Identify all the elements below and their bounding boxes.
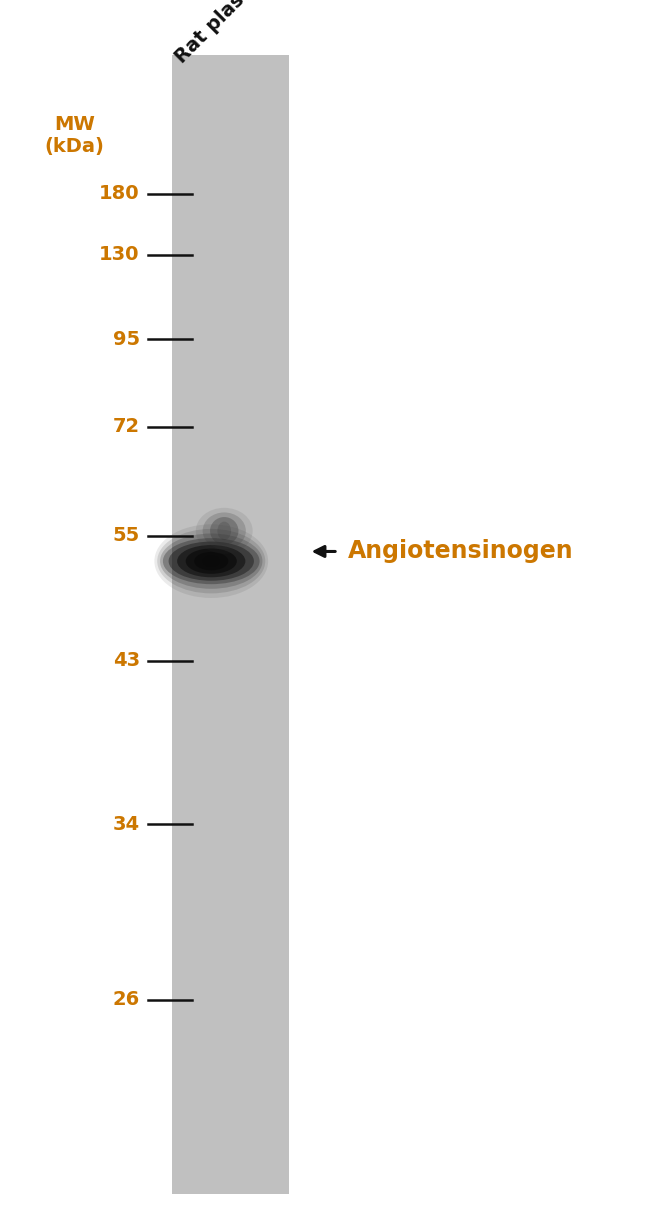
Text: Rat plasma: Rat plasma (172, 0, 272, 67)
Text: 34: 34 (112, 814, 140, 834)
Ellipse shape (203, 513, 246, 549)
Ellipse shape (163, 538, 259, 584)
Text: 72: 72 (112, 417, 140, 436)
Text: 55: 55 (112, 526, 140, 545)
Ellipse shape (203, 555, 220, 567)
Text: 43: 43 (112, 651, 140, 670)
Ellipse shape (217, 521, 231, 541)
Ellipse shape (168, 542, 254, 581)
Ellipse shape (177, 545, 246, 577)
Ellipse shape (194, 551, 228, 571)
Text: MW
(kDa): MW (kDa) (45, 115, 105, 156)
Ellipse shape (160, 533, 263, 589)
Ellipse shape (186, 549, 237, 573)
Ellipse shape (157, 528, 265, 594)
Text: 95: 95 (112, 330, 140, 349)
Bar (172, 55, 289, 1194)
Text: 180: 180 (99, 184, 140, 204)
Text: 26: 26 (112, 990, 140, 1010)
Text: 130: 130 (99, 245, 140, 264)
Ellipse shape (210, 518, 239, 544)
Ellipse shape (155, 525, 268, 598)
Ellipse shape (196, 508, 253, 554)
Text: Angiotensinogen: Angiotensinogen (348, 539, 573, 564)
